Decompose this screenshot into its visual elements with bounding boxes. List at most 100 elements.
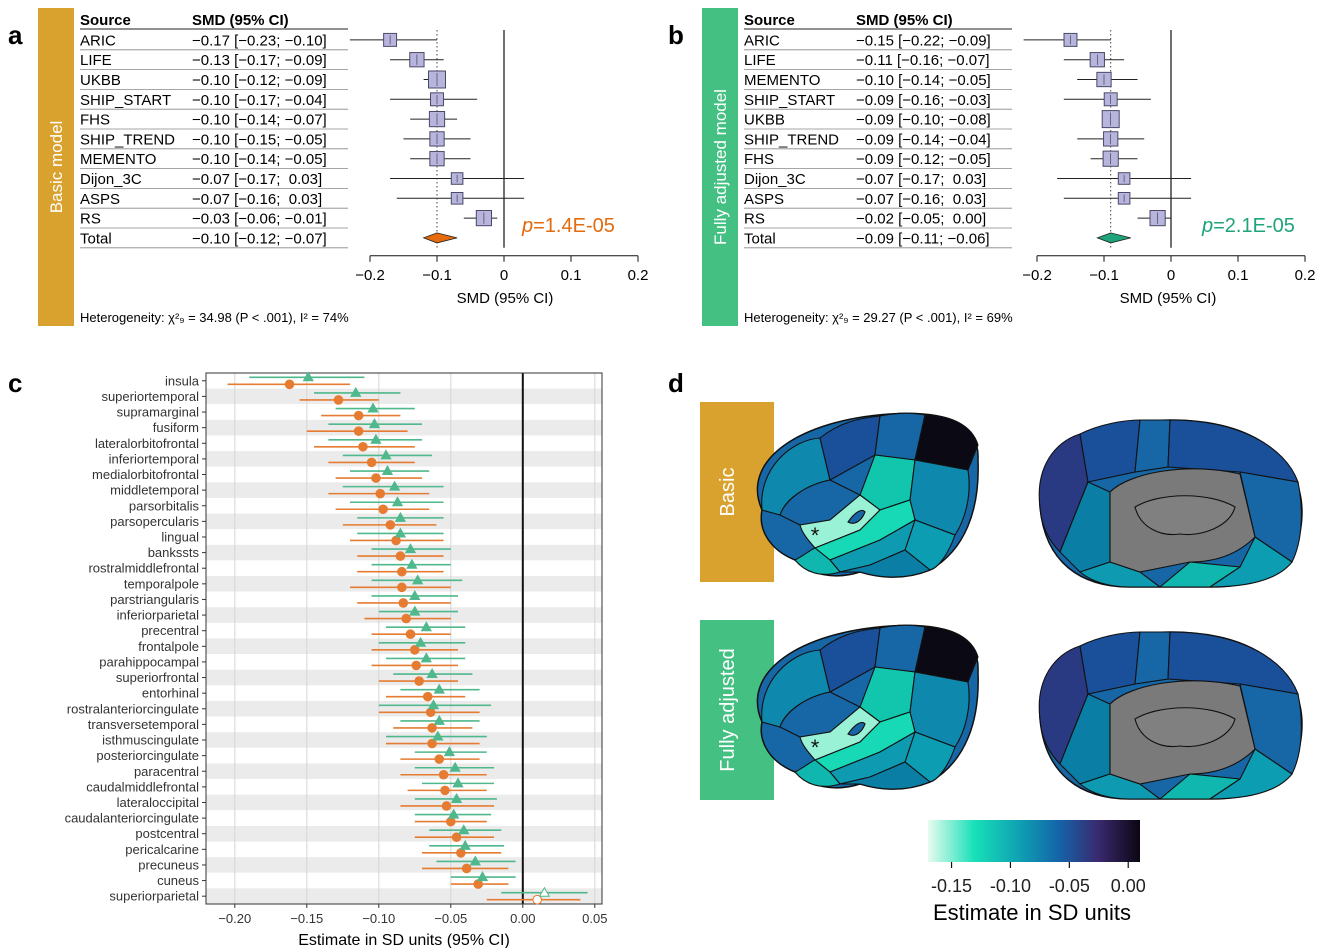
plot-frame [205, 372, 603, 905]
row-stripe [206, 857, 602, 873]
study-source: FHS [80, 112, 110, 129]
point-basic [398, 598, 409, 608]
paracentral-region [1134, 631, 1171, 685]
basic-medial-brain [1038, 419, 1303, 588]
point-adjusted [404, 543, 417, 554]
row-stripe [206, 404, 602, 420]
region-label: lingual [161, 529, 199, 544]
entorhinal-region [1208, 536, 1293, 588]
point-basic [461, 863, 472, 874]
study-smd: −0.09 [−0.14; −0.04] [856, 131, 991, 148]
x-tick-label: 0.2 [628, 267, 649, 284]
p-value-basic: p=1.4E-05 [521, 215, 615, 237]
significance-asterisk: * [811, 735, 820, 760]
row-stripe [206, 654, 602, 670]
study-source: SHIP_START [80, 92, 171, 109]
point-basic [366, 457, 377, 468]
point-adjusted [476, 871, 489, 882]
region-label: parsorbitalis [129, 498, 200, 513]
row-stripe [206, 825, 602, 842]
row-stripe [206, 622, 602, 639]
study-source: Dijon_3C [80, 171, 142, 188]
paracentral-region [1134, 419, 1171, 473]
point-adjusted [388, 480, 401, 491]
point-adjusted [381, 464, 394, 476]
study-source: MEMENTO [80, 151, 156, 168]
point-adjusted [394, 511, 407, 522]
header-source: Source [744, 12, 795, 29]
point-adjusted [469, 855, 481, 866]
row-stripe [206, 435, 602, 452]
region-label: transversetemporal [88, 717, 199, 732]
region-label: temporalpole [124, 576, 199, 591]
point-basic [532, 894, 543, 905]
region-label: frontalpole [138, 639, 199, 654]
colorbar-tick-label: -0.05 [1049, 876, 1090, 896]
region-label: lateralorbitofrontal [95, 436, 199, 451]
point-adjusted [409, 589, 421, 600]
point-adjusted [409, 605, 421, 616]
study-source: LIFE [744, 52, 776, 69]
row-stripe [206, 451, 602, 467]
brain-maps: Basic Fully adjusted * * -0.15 -0.10 -0.05 0… [700, 402, 1303, 925]
x-axis-label-c: Estimate in SD units (95% CI) [298, 932, 510, 948]
colorbar-tick-label: -0.15 [931, 876, 972, 896]
forest-plot-adjusted: Fully adjusted model Source SMD (95% CI)… [702, 8, 1315, 326]
x-tick-label: −0.15 [290, 911, 323, 926]
region-label: caudalanteriorcingulate [65, 811, 199, 826]
point-basic [397, 582, 407, 593]
point-adjusted [414, 636, 427, 647]
x-tick-label: 0 [1167, 267, 1175, 284]
point-basic [427, 738, 437, 749]
study-smd: −0.02 [−0.05; 0.00] [856, 211, 986, 228]
heterogeneity-adjusted: Heterogeneity: χ²₉ = 29.27 (P < .001), I… [744, 310, 1013, 325]
x-tick-label: −0.05 [434, 911, 467, 926]
point-basic [378, 504, 388, 515]
header-smd: SMD (95% CI) [856, 12, 953, 29]
study-smd: −0.07 [−0.17; 0.03] [192, 171, 322, 188]
study-source: SHIP_TREND [80, 131, 175, 148]
study-source: Total [80, 230, 112, 247]
band-label-basic-model: Basic model [47, 121, 66, 214]
point-basic [353, 410, 364, 421]
panel-letter-b: b [668, 20, 684, 50]
adjusted-lateral-brain: * [756, 624, 979, 790]
study-smd: −0.07 [−0.17; 0.03] [856, 171, 986, 188]
point-basic [385, 520, 396, 530]
study-smd: −0.17 [−0.23; −0.10] [192, 32, 327, 49]
panel-letter-d: d [668, 368, 684, 398]
temporal-pole-region [794, 547, 841, 575]
corpus-callosum-region [1134, 707, 1236, 748]
row-stripe [206, 763, 602, 780]
study-smd: −0.09 [−0.12; −0.05] [856, 151, 991, 168]
basic-lateral-brain: * [756, 412, 979, 578]
point-adjusted [406, 558, 418, 569]
point-basic [434, 754, 445, 764]
region-label: superiortemporal [101, 389, 199, 404]
row-stripe [206, 779, 602, 795]
point-basic [375, 488, 386, 499]
precuneus-region [1079, 631, 1141, 695]
header-smd: SMD (95% CI) [192, 12, 289, 29]
study-source: ASPS [80, 191, 120, 208]
precuneus-region [1079, 419, 1141, 483]
region-label: lateraloccipital [117, 795, 199, 810]
x-axis-label-a: SMD (95% CI) [457, 290, 554, 307]
point-basic [451, 832, 462, 843]
study-smd: −0.07 [−0.16; 0.03] [856, 191, 986, 208]
row-stripe [206, 638, 602, 655]
colorbar-tick-label: 0.00 [1111, 876, 1146, 896]
study-smd: −0.09 [−0.16; −0.03] [856, 92, 991, 109]
study-smd: −0.09 [−0.11; −0.06] [856, 230, 990, 247]
study-source: ARIC [80, 32, 116, 49]
row-stripe [206, 700, 602, 717]
row-stripe [206, 388, 602, 405]
colorbar [928, 820, 1140, 862]
point-adjusted [450, 792, 463, 803]
row-stripe [206, 466, 602, 483]
x-tick-label: 0.1 [561, 267, 582, 284]
point-basic [333, 395, 344, 405]
fusiform-medial-region [1078, 773, 1162, 800]
region-label: parstriangularis [110, 592, 199, 607]
row-stripe [206, 544, 602, 561]
